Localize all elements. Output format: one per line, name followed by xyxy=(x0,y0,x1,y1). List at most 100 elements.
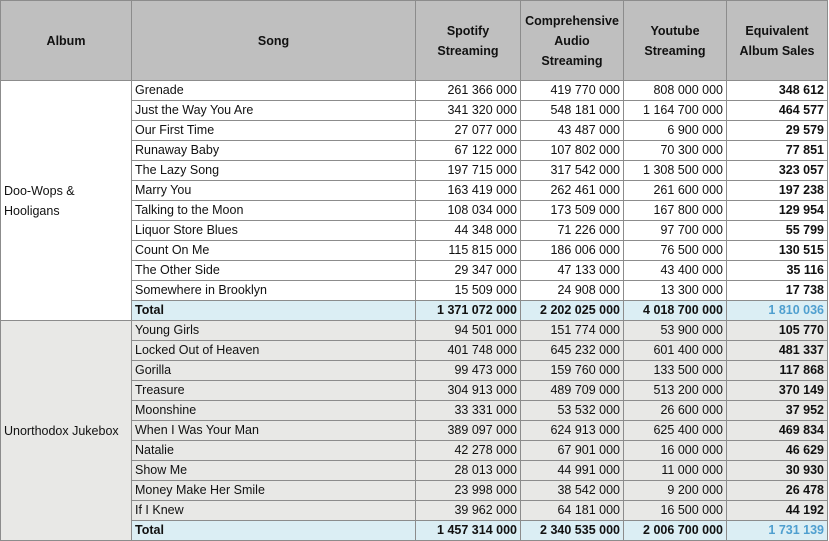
song-name: The Lazy Song xyxy=(131,160,416,181)
header-album: Album xyxy=(0,0,132,81)
youtube-value: 808 000 000 xyxy=(623,80,727,101)
youtube-value: 70 300 000 xyxy=(623,140,727,161)
spotify-value: 304 913 000 xyxy=(415,380,521,401)
eas-value: 481 337 xyxy=(726,340,828,361)
total-youtube: 4 018 700 000 xyxy=(623,300,727,321)
song-name: The Other Side xyxy=(131,260,416,281)
header-spotify: Spotify Streaming xyxy=(415,0,521,81)
header-audio: Comprehensive Audio Streaming xyxy=(520,0,624,81)
total-row: Total 1 457 314 000 2 340 535 000 2 006 700… xyxy=(1,520,828,541)
youtube-value: 16 500 000 xyxy=(623,500,727,521)
spotify-value: 15 509 000 xyxy=(415,280,521,301)
header-youtube: Youtube Streaming xyxy=(623,0,727,81)
total-eas: 1 731 139 xyxy=(726,520,828,541)
youtube-value: 1 308 500 000 xyxy=(623,160,727,181)
youtube-value: 261 600 000 xyxy=(623,180,727,201)
youtube-value: 97 700 000 xyxy=(623,220,727,241)
table-row: Locked Out of Heaven 401 748 000 645 232 0… xyxy=(1,340,828,361)
song-name: Treasure xyxy=(131,380,416,401)
total-spotify: 1 371 072 000 xyxy=(415,300,521,321)
total-audio: 2 340 535 000 xyxy=(520,520,624,541)
song-name: Moonshine xyxy=(131,400,416,421)
total-label: Total xyxy=(131,520,416,541)
song-name: If I Knew xyxy=(131,500,416,521)
youtube-value: 9 200 000 xyxy=(623,480,727,501)
table-row: Marry You 163 419 000 262 461 000 261 600 0… xyxy=(1,180,828,201)
eas-value: 44 192 xyxy=(726,500,828,521)
youtube-value: 625 400 000 xyxy=(623,420,727,441)
table-row: The Other Side 29 347 000 47 133 000 43 400… xyxy=(1,260,828,281)
song-name: When I Was Your Man xyxy=(131,420,416,441)
spotify-value: 341 320 000 xyxy=(415,100,521,121)
audio-value: 43 487 000 xyxy=(520,120,624,141)
song-name: Gorilla xyxy=(131,360,416,381)
youtube-value: 1 164 700 000 xyxy=(623,100,727,121)
table-row: When I Was Your Man 389 097 000 624 913 00… xyxy=(1,420,828,441)
audio-value: 67 901 000 xyxy=(520,440,624,461)
audio-value: 107 802 000 xyxy=(520,140,624,161)
youtube-value: 26 600 000 xyxy=(623,400,727,421)
table-row: Show Me 28 013 000 44 991 000 11 000 000 30 … xyxy=(1,460,828,481)
eas-value: 129 954 xyxy=(726,200,828,221)
eas-value: 370 149 xyxy=(726,380,828,401)
youtube-value: 513 200 000 xyxy=(623,380,727,401)
spotify-value: 115 815 000 xyxy=(415,240,521,261)
spotify-value: 29 347 000 xyxy=(415,260,521,281)
eas-value: 17 738 xyxy=(726,280,828,301)
eas-value: 77 851 xyxy=(726,140,828,161)
spotify-value: 99 473 000 xyxy=(415,360,521,381)
eas-value: 30 930 xyxy=(726,460,828,481)
table-row: Money Make Her Smile 23 998 000 38 542 000… xyxy=(1,480,828,501)
youtube-value: 167 800 000 xyxy=(623,200,727,221)
youtube-value: 133 500 000 xyxy=(623,360,727,381)
audio-value: 548 181 000 xyxy=(520,100,624,121)
song-name: Liquor Store Blues xyxy=(131,220,416,241)
song-name: Runaway Baby xyxy=(131,140,416,161)
table-row: Gorilla 99 473 000 159 760 000 133 500 000 1… xyxy=(1,360,828,381)
total-youtube: 2 006 700 000 xyxy=(623,520,727,541)
youtube-value: 6 900 000 xyxy=(623,120,727,141)
spotify-value: 33 331 000 xyxy=(415,400,521,421)
spotify-value: 401 748 000 xyxy=(415,340,521,361)
album-name: Unorthodox Jukebox xyxy=(0,320,132,541)
spotify-value: 94 501 000 xyxy=(415,320,521,341)
table-row: The Lazy Song 197 715 000 317 542 000 1 308… xyxy=(1,160,828,181)
total-row: Total 1 371 072 000 2 202 025 000 4 018 700… xyxy=(1,300,828,321)
table-row: Doo-Wops & Hooligans Grenade 261 366 000 41… xyxy=(0,80,828,321)
song-name: Young Girls xyxy=(131,320,416,341)
spotify-value: 39 962 000 xyxy=(415,500,521,521)
eas-value: 117 868 xyxy=(726,360,828,381)
album-name: Doo-Wops & Hooligans xyxy=(0,80,132,321)
total-eas: 1 810 036 xyxy=(726,300,828,321)
audio-value: 645 232 000 xyxy=(520,340,624,361)
spotify-value: 44 348 000 xyxy=(415,220,521,241)
song-name: Talking to the Moon xyxy=(131,200,416,221)
header-song: Song xyxy=(131,0,416,81)
eas-value: 29 579 xyxy=(726,120,828,141)
eas-value: 464 577 xyxy=(726,100,828,121)
audio-value: 173 509 000 xyxy=(520,200,624,221)
audio-value: 419 770 000 xyxy=(520,80,624,101)
table-row: Count On Me 115 815 000 186 006 000 76 500 … xyxy=(1,240,828,261)
audio-value: 624 913 000 xyxy=(520,420,624,441)
audio-value: 71 226 000 xyxy=(520,220,624,241)
total-spotify: 1 457 314 000 xyxy=(415,520,521,541)
spotify-value: 27 077 000 xyxy=(415,120,521,141)
youtube-value: 16 000 000 xyxy=(623,440,727,461)
audio-value: 262 461 000 xyxy=(520,180,624,201)
song-name: Just the Way You Are xyxy=(131,100,416,121)
table-row: Treasure 304 913 000 489 709 000 513 200 00… xyxy=(1,380,828,401)
song-name: Money Make Her Smile xyxy=(131,480,416,501)
eas-value: 46 629 xyxy=(726,440,828,461)
audio-value: 151 774 000 xyxy=(520,320,624,341)
table-row: Just the Way You Are 341 320 000 548 181 0… xyxy=(1,100,828,121)
spotify-value: 197 715 000 xyxy=(415,160,521,181)
youtube-value: 76 500 000 xyxy=(623,240,727,261)
song-name: Somewhere in Brooklyn xyxy=(131,280,416,301)
audio-value: 159 760 000 xyxy=(520,360,624,381)
header-row: Album Song Spotify Streaming Comprehensi… xyxy=(0,0,828,81)
spotify-value: 163 419 000 xyxy=(415,180,521,201)
eas-value: 105 770 xyxy=(726,320,828,341)
youtube-value: 601 400 000 xyxy=(623,340,727,361)
